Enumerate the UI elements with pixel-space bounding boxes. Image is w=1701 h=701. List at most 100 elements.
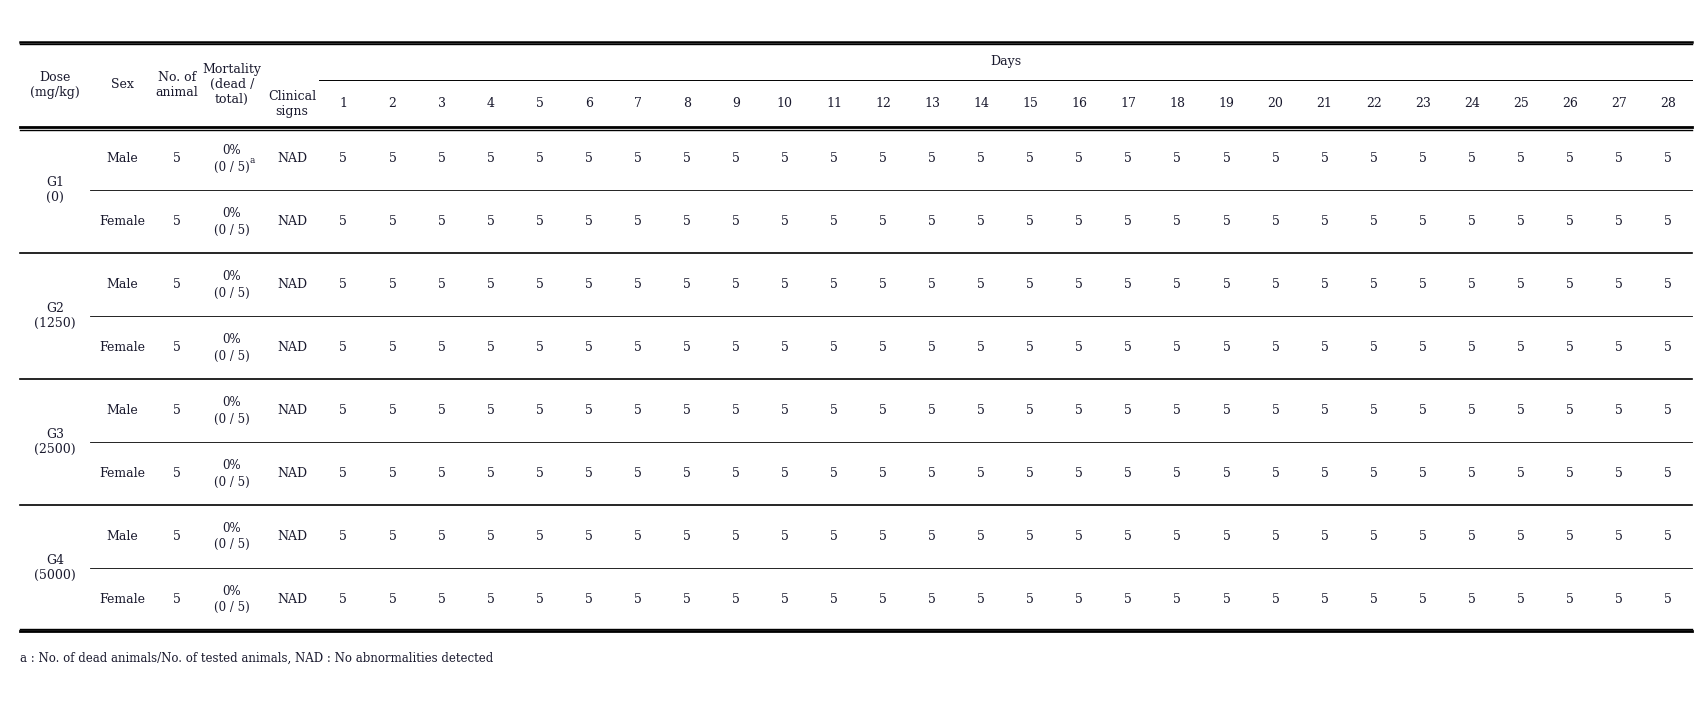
Text: 5: 5 [1026,341,1034,354]
Text: 5: 5 [1614,215,1623,229]
Text: 5: 5 [1369,593,1378,606]
Text: 5: 5 [1124,467,1133,480]
Text: 3: 3 [437,97,446,111]
Text: 5: 5 [1567,152,1573,165]
Text: 5: 5 [1124,404,1133,417]
Text: NAD: NAD [277,215,308,229]
Text: 5: 5 [340,341,347,354]
Text: 5: 5 [634,404,641,417]
Text: 5: 5 [1664,215,1672,229]
Text: 5: 5 [437,467,446,480]
Text: 5: 5 [1614,593,1623,606]
Text: 5: 5 [879,152,886,165]
Text: NAD: NAD [277,530,308,543]
Text: 7: 7 [634,97,641,111]
Text: 5: 5 [1075,278,1084,292]
Text: 5: 5 [536,278,544,292]
Text: 5: 5 [1272,278,1279,292]
Text: 0%: 0% [223,585,242,597]
Text: 22: 22 [1366,97,1381,111]
Text: (0 / 5): (0 / 5) [214,413,250,426]
Text: 5: 5 [1124,341,1133,354]
Text: 5: 5 [879,467,886,480]
Text: 5: 5 [1614,467,1623,480]
Text: 5: 5 [1664,278,1672,292]
Text: 5: 5 [1567,278,1573,292]
Text: G1
(0): G1 (0) [46,177,65,205]
Text: Female: Female [99,215,145,229]
Text: 11: 11 [827,97,842,111]
Text: 5: 5 [1272,530,1279,543]
Text: 5: 5 [1664,341,1672,354]
Text: 5: 5 [1468,593,1476,606]
Text: 5: 5 [879,404,886,417]
Text: 5: 5 [781,341,789,354]
Text: (0 / 5): (0 / 5) [214,350,250,362]
Text: 5: 5 [1075,404,1084,417]
Text: 5: 5 [879,215,886,229]
Text: 5: 5 [781,215,789,229]
Text: 5: 5 [1026,215,1034,229]
Text: 5: 5 [437,215,446,229]
Text: 5: 5 [1174,404,1180,417]
Text: 5: 5 [781,530,789,543]
Text: 5: 5 [1468,467,1476,480]
Text: 5: 5 [174,341,180,354]
Text: 5: 5 [1517,467,1524,480]
Text: 5: 5 [1517,152,1524,165]
Text: 5: 5 [1468,215,1476,229]
Text: 5: 5 [340,467,347,480]
Text: 5: 5 [976,530,985,543]
Text: 5: 5 [976,467,985,480]
Text: NAD: NAD [277,467,308,480]
Text: 5: 5 [976,341,985,354]
Text: 5: 5 [830,404,839,417]
Text: 5: 5 [1419,593,1427,606]
Text: 5: 5 [731,530,740,543]
Text: 23: 23 [1415,97,1431,111]
Text: 5: 5 [879,278,886,292]
Text: 5: 5 [585,152,592,165]
Text: 18: 18 [1169,97,1186,111]
Text: 5: 5 [585,404,592,417]
Text: 5: 5 [976,152,985,165]
Text: 5: 5 [1320,152,1328,165]
Text: Days: Days [990,55,1021,68]
Text: 5: 5 [1517,530,1524,543]
Text: 5: 5 [1517,593,1524,606]
Text: 5: 5 [174,593,180,606]
Text: 5: 5 [731,215,740,229]
Text: 5: 5 [1614,341,1623,354]
Text: 5: 5 [1026,152,1034,165]
Text: 5: 5 [585,341,592,354]
Text: 5: 5 [1320,278,1328,292]
Text: 5: 5 [1468,278,1476,292]
Text: 5: 5 [830,593,839,606]
Text: 5: 5 [830,530,839,543]
Text: 5: 5 [1369,152,1378,165]
Text: 13: 13 [924,97,941,111]
Text: 25: 25 [1512,97,1529,111]
Text: 5: 5 [585,467,592,480]
Text: 5: 5 [1369,278,1378,292]
Text: 5: 5 [1567,530,1573,543]
Text: 5: 5 [585,278,592,292]
Text: Male: Male [107,278,138,292]
Text: 5: 5 [1468,530,1476,543]
Text: 5: 5 [830,278,839,292]
Text: 5: 5 [781,152,789,165]
Text: Female: Female [99,593,145,606]
Text: 5: 5 [1369,467,1378,480]
Text: 5: 5 [634,593,641,606]
Text: 5: 5 [1174,593,1180,606]
Text: 5: 5 [731,404,740,417]
Text: 5: 5 [976,215,985,229]
Text: 5: 5 [1664,593,1672,606]
Text: 5: 5 [1369,215,1378,229]
Text: 5: 5 [437,152,446,165]
Text: 5: 5 [388,152,396,165]
Text: 5: 5 [1272,341,1279,354]
Text: 5: 5 [174,404,180,417]
Text: 5: 5 [340,152,347,165]
Text: 5: 5 [437,278,446,292]
